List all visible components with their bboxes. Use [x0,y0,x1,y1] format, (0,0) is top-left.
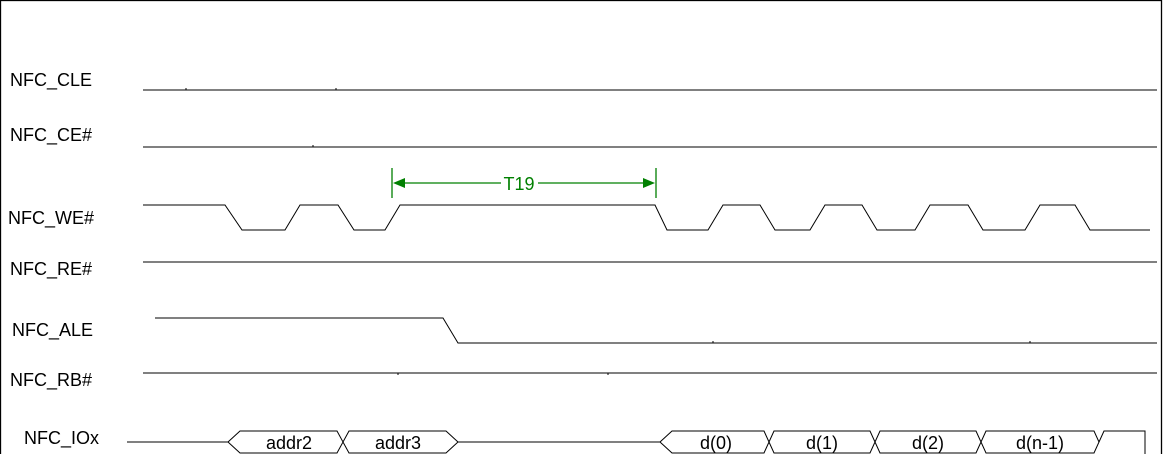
timing-annotation-t19: T19 [391,168,657,198]
signal-label-ce: NFC_CE# [10,125,92,146]
waveform-cle [143,88,1157,91]
io-value-d0: d(0) [700,433,732,453]
t19-arrowhead-right [643,178,655,188]
io-value-d2: d(2) [912,433,944,453]
signal-label-ale: NFC_ALE [12,320,93,341]
signal-label-cle: NFC_CLE [10,70,92,91]
waveform-rb [143,372,1157,375]
signal-label-we: NFC_WE# [8,208,94,229]
waveform-ce [143,145,1157,148]
signal-label-rb: NFC_RB# [10,370,92,391]
waveform-ale [155,317,1157,344]
signal-label-io: NFC_IOx [24,428,99,449]
io-value-addr2: addr2 [266,433,312,453]
waveform-we [143,204,1150,231]
t19-label: T19 [503,174,534,194]
waveform-io [127,430,1146,454]
io-value-dn1: d(n-1) [1016,433,1064,453]
t19-arrowhead-left [393,178,405,188]
io-value-addr3: addr3 [375,433,421,453]
io-value-d1: d(1) [806,433,838,453]
signal-label-re: NFC_RE# [10,259,92,280]
